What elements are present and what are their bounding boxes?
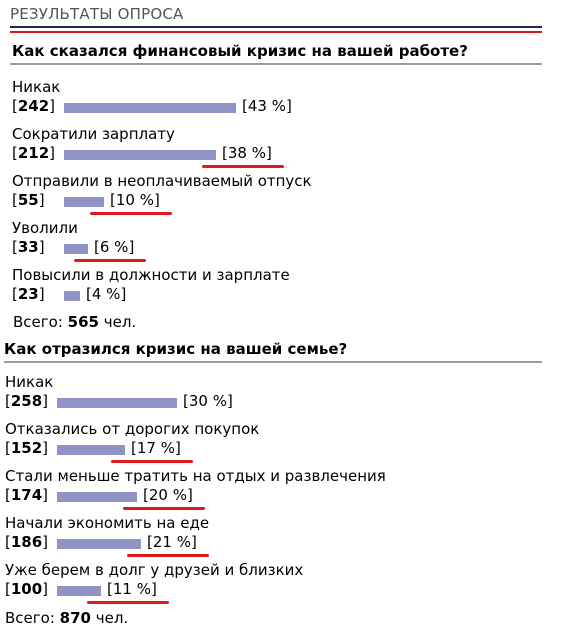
poll-total: Всего: 870 чел. [5, 609, 128, 627]
poll-option: Отправили в неоплачиваемый отпуск [55] [10… [0, 172, 575, 218]
option-bar [57, 445, 125, 455]
header-divider-top [10, 26, 542, 28]
option-percent: [11 %] [107, 580, 157, 598]
highlight-underline [127, 554, 209, 557]
option-count-value: 212 [17, 144, 50, 162]
poll-option: Повысили в должности и зарплате [23] [4 %] [0, 266, 575, 312]
option-vote-count: [55] [12, 191, 45, 209]
option-percent-value: 11 % [112, 580, 151, 598]
option-label: Сократили зарплату [12, 125, 175, 143]
option-label: Никак [5, 373, 54, 391]
option-bar [57, 539, 141, 549]
option-vote-count: [242] [12, 97, 56, 115]
option-label: Уволили [12, 219, 78, 237]
option-percent: [10 %] [110, 191, 160, 209]
option-bar [64, 197, 104, 207]
option-label: Повысили в должности и зарплате [12, 266, 290, 284]
option-count-value: 242 [17, 97, 50, 115]
poll-option: Начали экономить на еде [186] [21 %] [0, 514, 575, 560]
option-percent-value: 30 % [188, 392, 227, 410]
highlight-underline [74, 259, 147, 262]
option-bar [64, 103, 236, 113]
poll-divider [10, 63, 542, 65]
option-vote-count: [33] [12, 238, 45, 256]
highlight-underline [87, 601, 169, 604]
option-percent-value: 17 % [136, 439, 175, 457]
option-percent: [17 %] [131, 439, 181, 457]
option-bar [64, 244, 88, 254]
option-percent-value: 20 % [148, 486, 187, 504]
option-bar [57, 586, 101, 596]
option-percent-value: 21 % [152, 533, 191, 551]
highlight-underline [202, 165, 284, 168]
option-vote-count: [174] [5, 486, 49, 504]
option-percent-value: 38 % [227, 144, 266, 162]
option-bar [57, 492, 137, 502]
option-percent-value: 4 % [91, 285, 121, 303]
poll-option: Никак [242] [43 %] [0, 78, 575, 124]
option-count-value: 152 [10, 439, 43, 457]
option-label: Никак [12, 78, 61, 96]
total-value: 870 [59, 609, 91, 627]
highlight-underline [123, 507, 205, 510]
option-vote-count: [212] [12, 144, 56, 162]
option-vote-count: [152] [5, 439, 49, 457]
option-count-value: 23 [17, 285, 39, 303]
total-unit: чел. [103, 313, 137, 331]
option-count-value: 258 [10, 392, 43, 410]
option-label: Начали экономить на еде [5, 514, 210, 532]
option-percent: [20 %] [143, 486, 193, 504]
poll-option: Сократили зарплату [212] [38 %] [0, 125, 575, 171]
option-count-value: 174 [10, 486, 43, 504]
option-count-value: 55 [17, 191, 39, 209]
option-vote-count: [100] [5, 580, 49, 598]
option-bar [64, 150, 216, 160]
header-divider-bottom [10, 31, 542, 33]
option-count-value: 100 [10, 580, 43, 598]
option-vote-count: [23] [12, 285, 45, 303]
option-count-value: 186 [10, 533, 43, 551]
poll-total: Всего: 565 чел. [13, 313, 136, 331]
option-percent: [4 %] [86, 285, 127, 303]
page-title: РЕЗУЛЬТАТЫ ОПРОСА [10, 5, 184, 23]
poll-question: Как сказался финансовый кризис на вашей … [12, 42, 468, 60]
option-label: Отказались от дорогих покупок [5, 420, 260, 438]
option-percent: [30 %] [183, 392, 233, 410]
total-label: Всего: [5, 609, 55, 627]
poll-option: Стали меньше тратить на отдых и развлече… [0, 467, 575, 513]
poll-option: Уже берем в долг у друзей и близких [100]… [0, 561, 575, 607]
option-bar [64, 291, 80, 301]
option-bar [57, 398, 177, 408]
total-label: Всего: [13, 313, 63, 331]
option-vote-count: [258] [5, 392, 49, 410]
option-percent: [43 %] [242, 97, 292, 115]
poll-option: Никак [258] [30 %] [0, 373, 575, 419]
poll-divider [4, 361, 542, 363]
option-percent-value: 43 % [247, 97, 286, 115]
option-percent: [21 %] [147, 533, 197, 551]
option-label: Уже берем в долг у друзей и близких [5, 561, 304, 579]
total-value: 565 [67, 313, 99, 331]
option-percent-value: 10 % [115, 191, 154, 209]
option-label: Отправили в неоплачиваемый отпуск [12, 172, 312, 190]
highlight-underline [90, 212, 172, 215]
option-count-value: 33 [17, 238, 39, 256]
option-label: Стали меньше тратить на отдых и развлече… [5, 467, 386, 485]
option-percent-value: 6 % [99, 238, 129, 256]
option-vote-count: [186] [5, 533, 49, 551]
total-unit: чел. [95, 609, 129, 627]
poll-option: Уволили [33] [6 %] [0, 219, 575, 265]
poll-option: Отказались от дорогих покупок [152] [17 %] [0, 420, 575, 466]
highlight-underline [111, 460, 193, 463]
poll-question: Как отразился кризис на вашей семье? [4, 340, 348, 358]
option-percent: [38 %] [222, 144, 272, 162]
option-percent: [6 %] [94, 238, 135, 256]
